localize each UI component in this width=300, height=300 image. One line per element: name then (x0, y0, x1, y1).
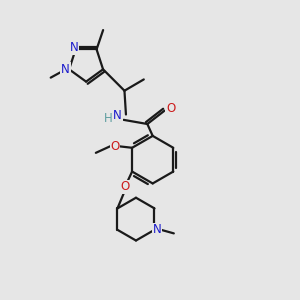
Text: N: N (70, 41, 79, 54)
Text: N: N (152, 223, 161, 236)
Text: O: O (120, 180, 129, 193)
Text: H: H (104, 112, 113, 124)
Text: O: O (166, 102, 175, 115)
Text: N: N (113, 110, 122, 122)
Text: N: N (61, 63, 70, 76)
Text: O: O (110, 140, 120, 153)
